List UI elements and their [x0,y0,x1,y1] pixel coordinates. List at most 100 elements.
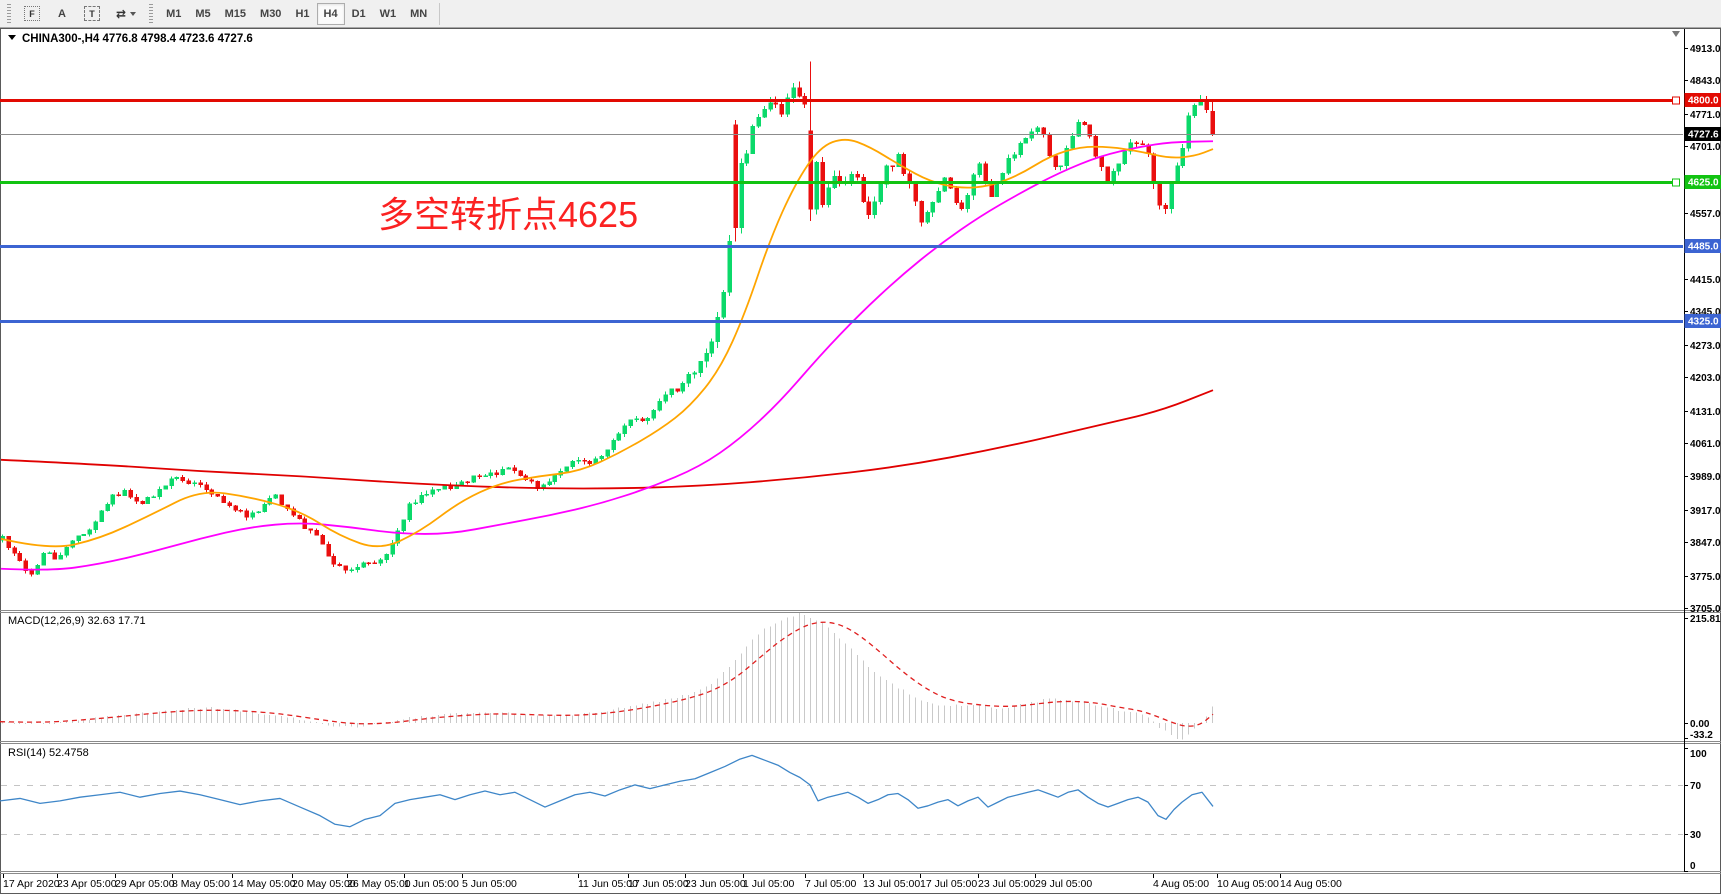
macd-histogram-bar [421,716,422,724]
toolbar-drag-handle[interactable] [149,3,154,24]
macd-histogram-bar [258,714,259,724]
time-axis-label: 5 Jun 05:00 [462,878,517,890]
macd-histogram-bar [932,703,933,724]
dropdown-caret-icon [130,11,137,16]
macd-histogram-bar [857,654,858,724]
macd-histogram-bar [549,715,550,724]
timeframe-button-m30[interactable]: M30 [260,7,282,20]
text-tool-button[interactable]: A [49,3,75,25]
text-label-tool-button[interactable]: T [77,3,107,25]
macd-histogram-bar [589,712,590,724]
macd-histogram-bar [508,712,509,724]
macd-histogram-bar [415,718,416,724]
macd-histogram-bar [775,623,776,724]
price-axis-label: 4345.0 [1690,307,1721,318]
macd-histogram-bar [630,706,631,724]
macd-histogram-bar [677,697,678,724]
macd-histogram-bar [514,714,515,724]
macd-histogram-bar [194,707,195,724]
price-tag [1684,314,1721,328]
macd-histogram-bar [1084,702,1085,724]
macd-histogram-bar [217,708,218,724]
ma-slow-line[interactable] [0,389,1214,490]
price-axis[interactable]: 4913.0 4843.0 4771.0 4701.0 4557.0 4415.0 4345… [1684,44,1721,615]
macd-histogram-bar [868,666,869,724]
macd-histogram-bar [1089,703,1090,724]
macd-histogram-bar [967,705,968,724]
macd-histogram-bar [1212,706,1213,724]
line-end-handle[interactable] [1671,96,1681,105]
macd-histogram-bar [1078,702,1079,724]
macd-histogram-bar [781,620,782,724]
macd-histogram-bar [1159,723,1160,728]
price-axis-label: 4203.0 [1690,373,1721,384]
timeframe-button-m15[interactable]: M15 [224,7,247,20]
timeframe-button-m5[interactable]: M5 [195,7,211,20]
time-axis-label: 17 Jun 05:00 [628,878,689,890]
macd-histogram-bar [246,710,247,724]
macd-histogram-bar [979,705,980,724]
macd-histogram-bar [240,711,241,724]
timeframe-button-mn[interactable]: MN [410,7,428,20]
macd-histogram-bar [741,653,742,724]
macd-histogram-bar [525,714,526,724]
ma-mid-line[interactable] [0,140,1214,571]
timeframe-button-m1[interactable]: M1 [166,7,182,20]
macd-histogram-bar [915,697,916,724]
moving-averages-layer [0,138,1214,571]
price-axis-label: 4771.0 [1690,110,1721,121]
ma-fast-line[interactable] [0,138,1214,548]
symbol-dropdown-icon[interactable] [8,35,16,40]
macd-histogram-bar [671,698,672,724]
macd-histogram-bar [25,723,26,725]
macd-histogram-bar [78,720,79,724]
macd-histogram-bar [1055,698,1056,724]
price-axis-label: 3917.0 [1690,506,1721,517]
macd-histogram-bar [159,711,160,724]
macd-histogram-bar [461,714,462,724]
rsi-panel[interactable]: RSI(14) 52.4758 100 70 30 0 [0,747,1707,872]
price-axis-label: 4131.0 [1690,407,1721,418]
line-end-handle[interactable] [1671,178,1681,187]
macd-histogram-bar [363,723,364,727]
fibonacci-tool-button[interactable]: F [17,3,47,25]
macd-histogram-bar [112,717,113,724]
macd-histogram-bar [1020,703,1021,724]
toolbar-drag-handle[interactable] [7,3,11,24]
timeframe-button-h4[interactable]: H4 [316,2,345,25]
macd-histogram-bar [66,721,67,724]
macd-panel[interactable]: MACD(12,26,9) 32.63 17.71 215.81 0.00-33.2 [0,613,1721,741]
price-axis-label: 4415.0 [1690,275,1721,286]
main-chart-layer[interactable] [0,61,1215,577]
macd-histogram-bar [432,716,433,724]
macd-histogram-bar [938,705,939,724]
price-tag [1684,127,1721,141]
toolbar-separator [439,2,441,25]
macd-histogram-bar [1025,703,1026,724]
time-axis-label: 23 Jun 05:00 [685,878,746,890]
macd-histogram-bar [1008,707,1009,724]
macd-histogram-bar [1130,712,1131,724]
arrows-tool-button[interactable]: ⇄ [109,3,143,25]
macd-histogram-bar [1066,699,1067,724]
macd-histogram-bar [1171,723,1172,735]
macd-histogram-bar [1124,711,1125,724]
macd-histogram-bar [560,716,561,724]
macd-histogram-bar [392,721,393,724]
time-axis-label: 20 May 05:00 [292,878,356,890]
macd-histogram-bar [531,716,532,724]
macd-histogram-bar [1182,723,1183,740]
macd-histogram-bar [618,707,619,724]
timeframe-button-w1[interactable]: W1 [379,7,397,20]
macd-histogram-bar [1142,714,1143,724]
macd-histogram-bar [351,723,352,727]
timeframe-button-h1[interactable]: H1 [295,7,310,20]
macd-histogram-bar [874,672,875,724]
macd-histogram-bar [537,715,538,724]
price-tag [1684,239,1721,253]
macd-histogram-bar [787,617,788,724]
timeframe-button-d1[interactable]: D1 [351,7,366,20]
macd-histogram-bar [735,659,736,724]
